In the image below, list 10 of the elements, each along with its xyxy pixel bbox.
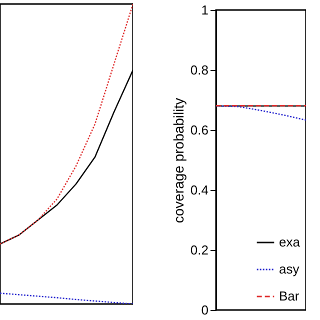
legend-label: exa: [279, 234, 301, 250]
y-axis-title: coverage probability: [170, 98, 186, 224]
legend-label: Bar: [279, 288, 300, 304]
y-tick-label: 1: [201, 2, 208, 18]
y-tick-label: 0.6: [190, 122, 208, 138]
y-tick-label: 0: [201, 302, 208, 318]
y-tick-label: 0.4: [190, 182, 208, 198]
y-tick-label: 0.2: [190, 242, 208, 258]
legend-label: asy: [279, 262, 300, 276]
y-tick-label: 0.8: [190, 62, 208, 78]
